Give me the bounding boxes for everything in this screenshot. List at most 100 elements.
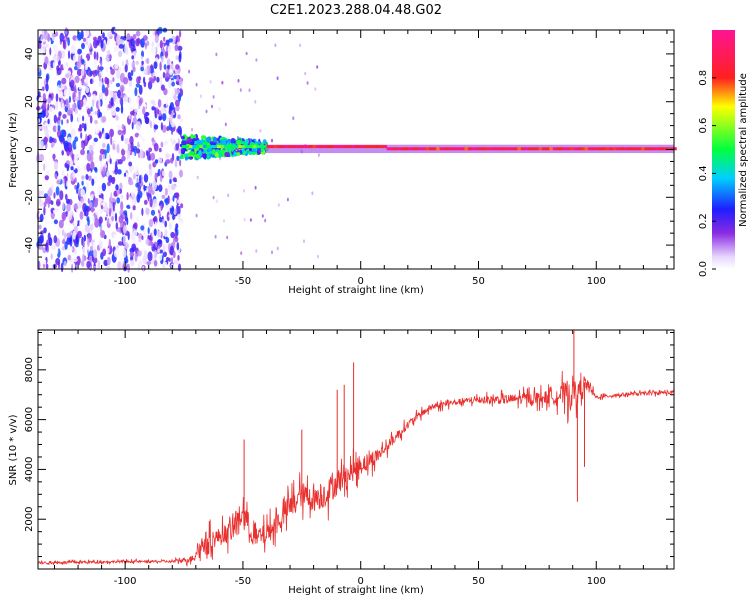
spectrogram-line-segment (641, 147, 645, 151)
spectrogram-onset-blob (180, 136, 185, 140)
spectrogram-noise-blob (171, 183, 176, 191)
spectrogram-noise-blob (62, 102, 65, 110)
spectrogram-onset-blob (189, 151, 195, 156)
spectrogram-noise-blob (93, 51, 97, 60)
spectrogram-noise-blob (80, 68, 85, 77)
spectrogram-noise-blob (80, 142, 85, 149)
spectrogram-noise-blob (59, 190, 64, 201)
spectrogram-noise-blob (47, 97, 52, 104)
spectrogram-noise-blob (90, 106, 93, 112)
spectrogram-noise-blob (162, 113, 167, 122)
spectrogram-noise-blob (131, 121, 134, 130)
spectrogram-noise-blob (146, 170, 150, 176)
spectrogram-noise-blob (57, 84, 60, 94)
spectrogram-noise-blob (173, 208, 177, 216)
spectrogram-noise-blob (40, 140, 44, 150)
spectrogram-noise-blob (74, 184, 77, 190)
spectrogram-onset-blob (202, 153, 207, 160)
spectrogram-noise-blob (89, 51, 93, 56)
spectrogram-line-segment (429, 147, 433, 151)
spectrogram-noise-blob (137, 190, 143, 199)
spectrogram-noise-blob (106, 256, 111, 266)
spectrogram-noise-blob (151, 106, 155, 111)
spectrogram-noise-blob (72, 140, 77, 150)
spectrogram-noise-blob (100, 230, 106, 238)
colorbar: 0.0 0.2 0.4 0.6 0.8 Normalized spectral ampl… (698, 30, 749, 277)
spectrogram-line-segment (213, 145, 218, 149)
x-tick-label: -50 (235, 576, 251, 587)
spectrogram-noise-blob (122, 235, 126, 245)
spectrogram-noise-blob (134, 253, 138, 262)
spectrogram-line-segment (340, 145, 345, 149)
spectrogram-noise-blob (52, 153, 55, 162)
spectrogram-noise-blob (237, 79, 240, 83)
spectrogram-noise-blob (98, 111, 103, 118)
spectrogram-noise-blob (89, 245, 94, 252)
spectrogram-line-segment (259, 145, 264, 149)
spectrogram-noise-blob (122, 35, 127, 41)
spectrogram-noise-blob (52, 61, 56, 69)
spectrogram-noise-blob (135, 38, 140, 47)
spectrogram-line-segment (407, 147, 412, 151)
spectrogram-noise-blob (77, 115, 83, 123)
spectrogram-noise-blob (106, 170, 110, 177)
spectrogram-line-segment (595, 147, 600, 151)
spectrogram-noise-blob (151, 229, 155, 238)
spectrogram-noise-blob (90, 78, 93, 84)
spectrogram-noise-blob (62, 61, 67, 70)
spectrogram-noise-blob (158, 147, 162, 153)
spectrogram-noise-blob (58, 219, 64, 229)
spectrogram-noise-blob (143, 199, 148, 205)
spectrogram-noise-blob (45, 161, 51, 171)
spectrogram-noise-blob (145, 66, 148, 76)
spectrogram-onset-blob (232, 139, 236, 143)
spectrogram-noise-blob (151, 45, 157, 55)
spectrogram-noise-blob (177, 114, 181, 120)
spectrogram-noise-blob (176, 155, 180, 161)
spectrogram-noise-blob (135, 121, 142, 131)
spectrogram-noise-blob (157, 248, 161, 253)
spectrogram-noise-blob (83, 97, 87, 106)
spectrogram-noise-blob (135, 30, 141, 37)
spectrogram-noise-blob (44, 127, 49, 137)
spectrogram-onset-blob (236, 139, 242, 147)
spectrogram-noise-blob (55, 93, 59, 102)
spectrogram-line-segment (651, 147, 656, 151)
spectrogram-line-segment (457, 147, 462, 151)
spectrogram-noise-blob (174, 88, 181, 95)
spectrogram-noise-blob (131, 243, 137, 252)
spectrogram-noise-blob (66, 119, 69, 124)
spectrogram-noise-blob (50, 166, 55, 172)
spectrogram-line-segment (185, 145, 190, 149)
spectrogram-line-segment (672, 147, 677, 151)
spectrogram-noise-blob (122, 225, 127, 234)
spectrogram-noise-blob (105, 189, 108, 200)
spectrogram-noise-blob (55, 198, 61, 207)
spectrogram-noise-blob (119, 182, 123, 191)
spectrogram-noise-blob (126, 217, 129, 226)
spectrogram-noise-blob (152, 217, 157, 222)
spectrogram-line-segment (414, 147, 419, 151)
spectrogram-noise-blob (145, 124, 150, 129)
spectrogram-line-segment (305, 145, 310, 149)
spectrogram-noise-blob (195, 82, 198, 87)
spectrogram-noise-blob (98, 131, 102, 139)
spectrogram-noise-blob (98, 73, 102, 82)
spectrogram-noise-blob (135, 205, 141, 212)
spectrogram-noise-blob (106, 97, 109, 106)
spectrogram-noise-blob (151, 241, 154, 247)
spectrogram-noise-blob (160, 122, 163, 131)
spectrogram-line-segment (662, 147, 667, 151)
spectrogram-noise-blob (50, 253, 53, 260)
spectrogram-noise-blob (117, 241, 123, 246)
spectrogram-noise-blob (104, 216, 107, 221)
spectrogram-onset-blob (185, 156, 190, 160)
spectrogram-noise-blob (141, 235, 144, 241)
spectrogram-noise-blob (243, 217, 246, 222)
spectrogram-noise-blob (111, 164, 116, 172)
spectrogram-noise-blob (254, 100, 257, 104)
spectrogram-noise-blob (48, 187, 53, 197)
spectrogram-line-segment (241, 145, 246, 149)
spectrogram-noise-blob (94, 111, 98, 115)
spectrogram-noise-blob (85, 181, 89, 191)
